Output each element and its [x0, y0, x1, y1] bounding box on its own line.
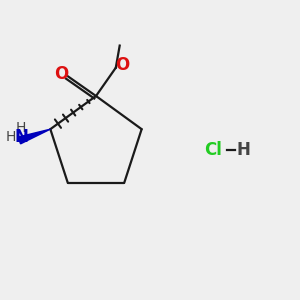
Polygon shape	[18, 129, 50, 144]
Text: H: H	[16, 121, 26, 135]
Text: N: N	[14, 128, 28, 146]
Text: O: O	[115, 56, 130, 74]
Text: H: H	[237, 141, 250, 159]
Text: Cl: Cl	[204, 141, 222, 159]
Text: H: H	[5, 130, 16, 144]
Text: O: O	[54, 65, 68, 83]
